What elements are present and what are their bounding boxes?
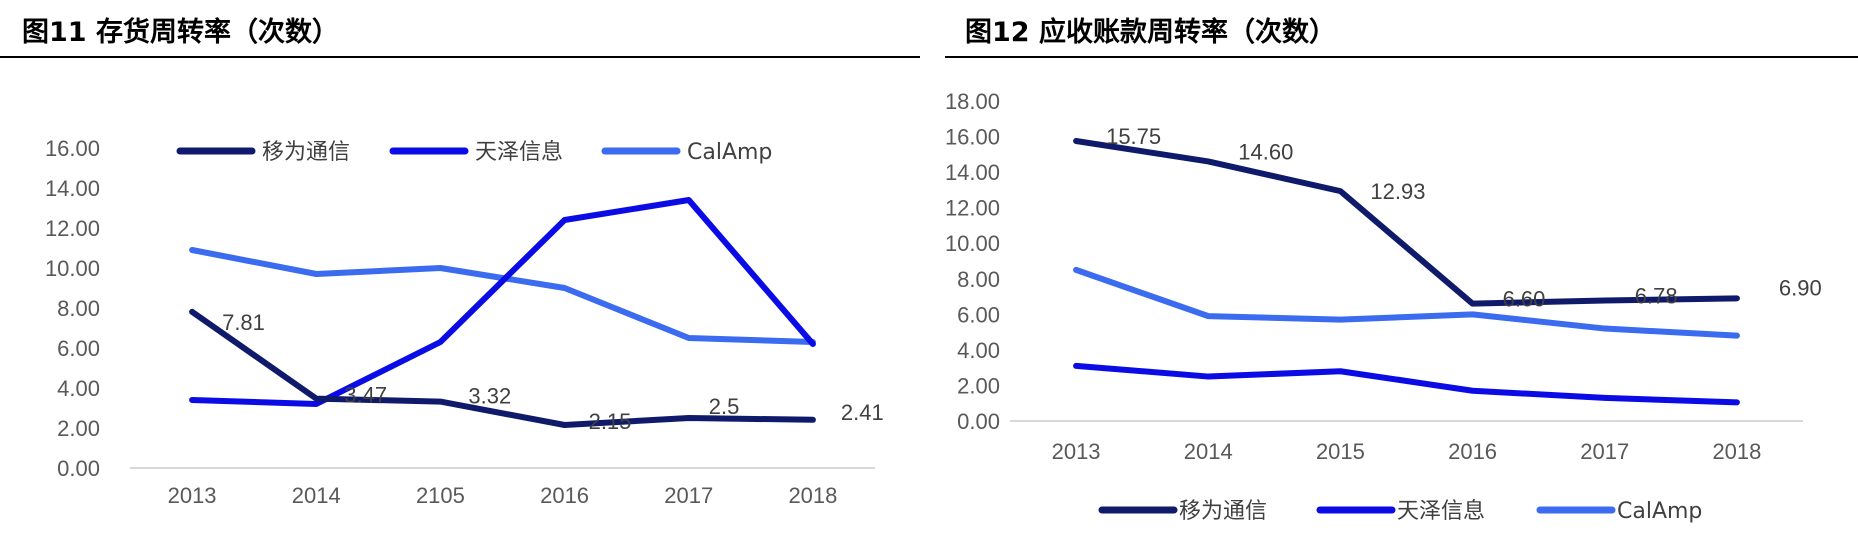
chart-inventory-turnover: 0.00 2.00 4.00 6.00 8.00 10.00 12.00 14.00 16.00… xyxy=(45,136,884,508)
series-line xyxy=(1073,362,1740,406)
title-underline xyxy=(0,56,920,58)
data-label: 6.90 xyxy=(1779,275,1822,300)
x-tick-label: 2013 xyxy=(1052,439,1101,464)
chart-receivables-turnover: 0.00 2.00 4.00 6.00 8.00 10.00 12.00 14.00 16.00… xyxy=(945,89,1822,524)
series-line xyxy=(189,197,816,407)
data-label: 2.5 xyxy=(709,394,740,419)
y-tick-label: 18.00 xyxy=(945,89,1000,114)
data-label: 7.81 xyxy=(222,310,265,335)
data-label: 3.47 xyxy=(344,383,387,408)
x-tick-label: 2018 xyxy=(1712,439,1761,464)
x-tick-label: 2016 xyxy=(1448,439,1497,464)
figure-12-panel: 图12 应收账款周转率（次数） 0.00 2.00 4.00 6.00 8.00 10.0… xyxy=(945,0,1858,558)
y-tick-label: 14.00 xyxy=(45,176,100,201)
data-label: 6.60 xyxy=(1503,287,1546,312)
figure-11-title: 图11 存货周转率（次数） xyxy=(22,17,339,48)
x-tick-label: 2016 xyxy=(540,483,589,508)
y-tick-label: 6.00 xyxy=(57,336,100,361)
legend-label: 天泽信息 xyxy=(1397,499,1485,524)
y-tick-label: 0.00 xyxy=(957,409,1000,434)
y-tick-label: 12.00 xyxy=(945,196,1000,221)
x-tick-label: 2014 xyxy=(292,483,341,508)
x-tick-label: 2013 xyxy=(168,483,217,508)
x-tick-label: 2105 xyxy=(416,483,465,508)
y-tick-label: 10.00 xyxy=(45,256,100,281)
y-tick-label: 6.00 xyxy=(957,302,1000,327)
y-tick-label: 2.00 xyxy=(57,416,100,441)
y-tick-label: 12.00 xyxy=(45,216,100,241)
data-label: 6.78 xyxy=(1635,283,1678,308)
series-line xyxy=(1073,266,1740,339)
legend-label: CalAmp xyxy=(1617,499,1702,524)
y-tick-label: 8.00 xyxy=(957,267,1000,292)
series-line xyxy=(1073,138,1740,307)
y-tick-label: 14.00 xyxy=(945,160,1000,185)
y-tick-label: 4.00 xyxy=(957,338,1000,363)
series-line xyxy=(189,308,816,428)
legend-label: 天泽信息 xyxy=(475,140,563,165)
x-tick-label: 2017 xyxy=(664,483,713,508)
y-tick-label: 4.00 xyxy=(57,376,100,401)
x-tick-label: 2018 xyxy=(788,483,837,508)
data-label: 3.32 xyxy=(468,384,511,409)
title-underline xyxy=(945,56,1858,58)
legend-label: CalAmp xyxy=(687,140,772,165)
y-tick-label: 16.00 xyxy=(45,136,100,161)
y-tick-label: 10.00 xyxy=(945,231,1000,256)
y-tick-label: 0.00 xyxy=(57,456,100,481)
figure-12-title: 图12 应收账款周转率（次数） xyxy=(965,17,1336,48)
figure-11-panel: 图11 存货周转率（次数） 0.00 2.00 4.00 6.00 8.00 10.00 1… xyxy=(0,0,920,558)
legend-label: 移为通信 xyxy=(1179,499,1267,524)
y-tick-label: 16.00 xyxy=(945,125,1000,150)
x-tick-label: 2017 xyxy=(1580,439,1629,464)
y-tick-label: 8.00 xyxy=(57,296,100,321)
x-tick-label: 2015 xyxy=(1316,439,1365,464)
y-tick-label: 2.00 xyxy=(957,373,1000,398)
series-line xyxy=(189,247,816,345)
data-label: 14.60 xyxy=(1238,139,1293,164)
data-label: 2.15 xyxy=(589,409,632,434)
x-tick-label: 2014 xyxy=(1184,439,1233,464)
data-label: 15.75 xyxy=(1106,124,1161,149)
legend-label: 移为通信 xyxy=(262,140,350,165)
data-label: 12.93 xyxy=(1370,179,1425,204)
data-label: 2.41 xyxy=(841,400,884,425)
